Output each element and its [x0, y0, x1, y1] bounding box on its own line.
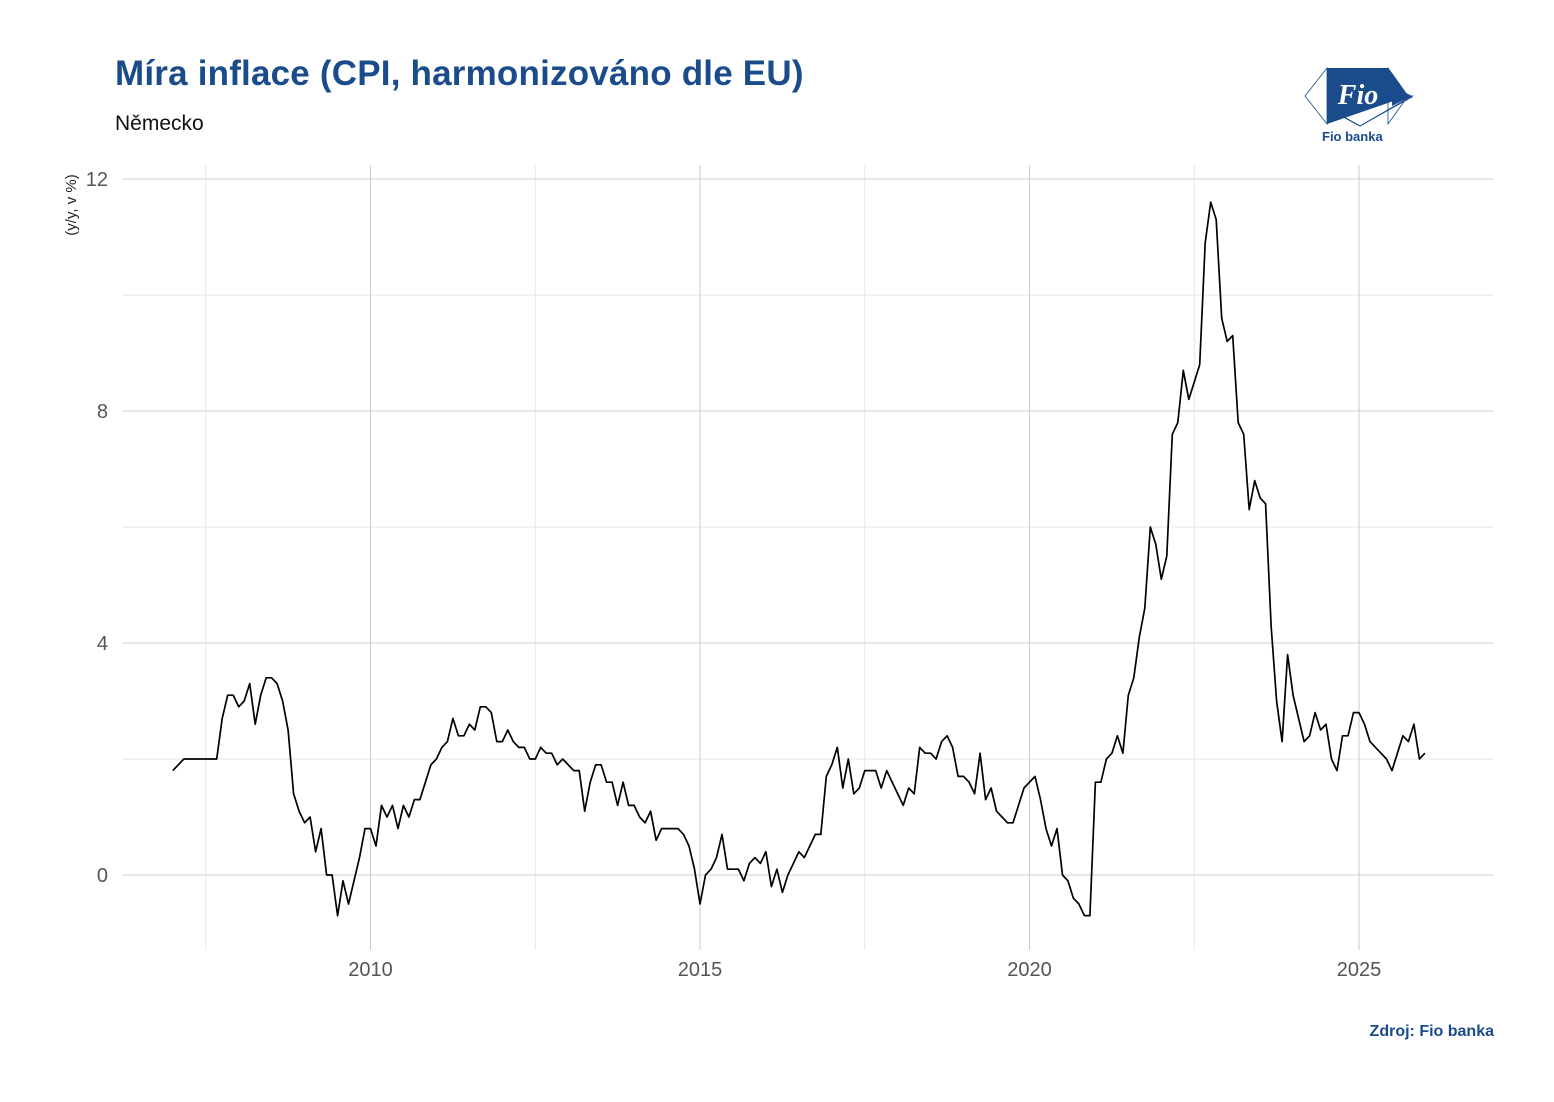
- fio-logo: Fio: [1300, 64, 1420, 148]
- y-axis-label: (y/y, v %): [63, 174, 80, 235]
- y-tick-label: 12: [86, 169, 108, 191]
- fio-logo-caption: Fio banka: [1322, 129, 1383, 144]
- source-note: Zdroj: Fio banka: [1369, 1023, 1494, 1040]
- x-tick-label: 2010: [348, 959, 393, 981]
- y-tick-label: 0: [97, 865, 108, 887]
- y-tick-label: 4: [97, 633, 108, 655]
- chart-subtitle: Německo: [115, 112, 204, 135]
- series-line-germany-hicp: [172, 201, 1426, 917]
- grid: [122, 165, 1494, 950]
- y-axis-ticks: 0 4 8 12: [86, 169, 108, 887]
- fio-logo-icon: Fio: [1304, 66, 1414, 127]
- x-axis-ticks: 2010 2015 2020 2025: [348, 959, 1381, 981]
- fio-logo-text: Fio: [1337, 80, 1378, 111]
- x-tick-label: 2025: [1337, 959, 1382, 981]
- chart-title: Míra inflace (CPI, harmonizováno dle EU): [115, 54, 804, 93]
- x-tick-label: 2020: [1007, 959, 1052, 981]
- y-tick-label: 8: [97, 401, 108, 423]
- x-tick-label: 2015: [678, 959, 723, 981]
